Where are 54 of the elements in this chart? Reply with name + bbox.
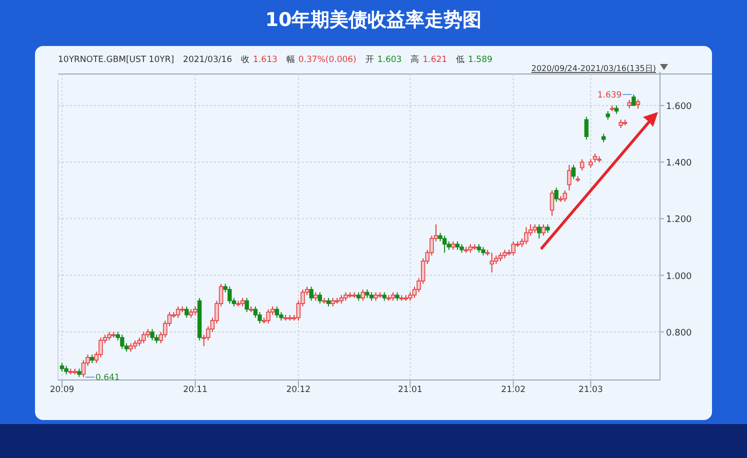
- x-tick-label: 20.12: [286, 385, 311, 395]
- text: 1.621: [422, 55, 448, 65]
- y-tick-label: 1.600: [666, 102, 692, 112]
- annotation: 0.641: [95, 373, 120, 384]
- text: 开: [365, 55, 374, 65]
- candlestick: [580, 158, 584, 172]
- candlestick: [244, 297, 249, 313]
- text: 幅: [286, 54, 296, 65]
- candlestick: [360, 288, 365, 302]
- x-tick-label: 21.03: [578, 385, 603, 395]
- candlestick: [554, 187, 558, 202]
- candlestick: [537, 224, 542, 239]
- text: 1.613: [253, 55, 278, 65]
- text: 1.589: [468, 55, 492, 65]
- y-tick-label: 1.200: [666, 215, 692, 226]
- x-tick-label: 20.09: [50, 385, 74, 395]
- candlestick: [541, 224, 546, 236]
- candlestick: [266, 308, 270, 324]
- candlestick: [636, 99, 640, 110]
- x-tick-label: 21.01: [398, 385, 422, 395]
- candlestick: [176, 306, 180, 318]
- candlestick: [309, 286, 314, 302]
- candlestick: [562, 190, 568, 202]
- candlestick: [81, 360, 86, 378]
- candlestick: [571, 164, 576, 180]
- chart-title: 10年期美债收益率走势图: [265, 9, 482, 31]
- text: 低: [456, 54, 466, 65]
- text: 2020/09/24-2021/03/16(135日): [531, 64, 656, 73]
- candlestick: [567, 164, 572, 191]
- annotation: 1.639: [597, 90, 622, 100]
- y-tick-label: 1.400: [666, 158, 692, 169]
- candlestick: [584, 116, 589, 140]
- candlestick: [490, 252, 494, 273]
- y-tick-label: 0.800: [666, 328, 692, 338]
- candlestick: [120, 334, 124, 350]
- candlestick: [524, 226, 528, 245]
- text: 收: [241, 54, 250, 65]
- candlestick: [632, 94, 636, 106]
- text: 0.37%(0.006): [298, 55, 356, 65]
- text: 2021/03/16: [183, 55, 232, 65]
- candlestick: [142, 331, 146, 344]
- x-tick-label: 20.11: [183, 385, 208, 395]
- candlestick: [442, 235, 447, 254]
- y-tick-label: 1.000: [666, 272, 692, 282]
- text: 1.603: [377, 55, 402, 65]
- text: 10YRNOTE.GBM[UST 10YR]: [58, 55, 174, 65]
- candlestick: [511, 240, 516, 256]
- x-tick-label: 21.02: [501, 385, 526, 395]
- text: 高: [410, 54, 420, 65]
- candlestick: [550, 190, 554, 216]
- candlestick: [184, 306, 189, 318]
- candlestick: [150, 328, 154, 341]
- candlestick: [318, 292, 322, 304]
- candlestick: [274, 306, 280, 318]
